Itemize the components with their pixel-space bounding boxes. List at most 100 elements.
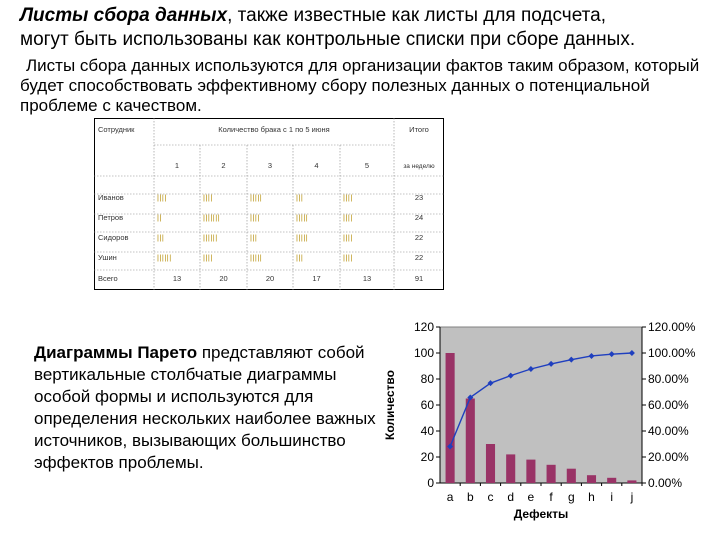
sheet-header-week: за неделю [403,163,434,170]
pareto-chart: 0 20 40 60 80 100 120 0.00% 20.00% 40.00% 60.00% 80… [383,320,696,521]
x-tick-label: e [528,490,535,504]
sheet-column-total: 13 [173,274,181,283]
sheet-tally: ||| [296,253,303,262]
sheet-row-name: Ушин [98,253,117,262]
sheet-row-total: 24 [415,213,423,222]
y2-tick-label: 60.00% [648,398,689,412]
cumulative-point [447,443,454,450]
pareto-term: Диаграммы Парето [34,343,198,362]
sheet-tally: |||| [157,193,167,202]
x-tick-label: f [549,490,553,504]
sheet-tally: ||| [157,233,164,242]
y-axis-title: Количество [383,370,397,440]
sheet-tally: ||| [250,233,257,242]
sheet-day-label: 3 [268,161,272,170]
pareto-paragraph: Диаграммы Парето представляют собой верт… [34,342,379,474]
intro-rest: , также известные как листы для подсчета… [227,5,606,26]
y-tick-label: 60 [421,398,435,412]
sheet-border [94,118,444,290]
y-tick-label: 120 [414,320,434,334]
y2-tick-label: 100.00% [648,346,696,360]
intro-paragraph: Листы сбора данных, также известные как … [20,4,710,52]
cumulative-point [507,372,514,379]
bar [506,454,516,483]
bar [566,468,576,483]
sheet-column-total: 91 [415,274,423,283]
sheet-header-defects: Количество брака с 1 по 5 июня [218,125,329,134]
x-tick-label: d [507,490,514,504]
cumulative-point [608,351,615,358]
y2-tick-label: 20.00% [648,450,689,464]
cumulative-point [467,394,474,401]
sheet-tally: ||||| [250,253,262,262]
bar [546,464,556,483]
sheet-column-total: 17 [312,274,320,283]
sheet-column-total: 13 [363,274,371,283]
x-tick-label: c [488,490,494,504]
sheet-column-total: 20 [266,274,274,283]
sheet-header-employee: Сотрудник [98,125,135,134]
sheet-tally: |||||| [157,253,172,262]
sheet-tally: || [157,213,162,222]
bar [586,475,597,483]
cumulative-point [548,360,555,367]
intro-term: Листы сбора данных [20,5,228,26]
x-tick-label: b [467,490,474,504]
cumulative-point [628,350,635,356]
x-tick-label: j [630,490,634,504]
sheet-row-name: Петров [98,213,123,222]
sheet-row-name: Иванов [98,193,124,202]
bar [445,353,455,483]
sheet-total-label: Всего [98,274,118,283]
sheet-tally: |||| [343,193,353,202]
sheet-day-label: 1 [175,161,179,170]
x-tick-label: i [610,490,613,504]
y-tick-label: 80 [421,372,435,386]
sheet-tally: ||||| [296,233,308,242]
usage-text: Листы сбора данных используются для орга… [20,56,700,115]
bar [627,480,637,483]
cumulative-point [527,365,534,372]
y-tick-label: 0 [427,476,434,490]
y-tick-label: 100 [414,346,434,360]
sheet-tally: |||| [250,213,260,222]
sheet-tally: |||| [343,253,353,262]
x-tick-label: h [588,490,595,504]
sheet-header-total: Итого [409,125,429,134]
x-axis-title: Дефекты [514,507,569,521]
cumulative-point [568,356,575,363]
sheet-row-total: 22 [415,253,423,262]
bar [607,477,617,483]
sheet-tally: ||||| [296,213,308,222]
sheet-tally: |||| [343,233,353,242]
bar [485,444,496,483]
intro-line2: могут быть использованы как контрольные … [20,29,636,50]
cumulative-line [449,352,632,447]
y2-tick-label: 40.00% [648,424,689,438]
usage-paragraph: Листы сбора данных используются для орга… [20,56,710,116]
sheet-tally: |||| [203,193,213,202]
sheet-day-label: 2 [221,161,225,170]
sheet-row-total: 23 [415,193,423,202]
sheet-tally: ||||||| [203,213,220,222]
y-tick-label: 20 [421,450,435,464]
pareto-rest: представляют собой вертикальные столбчат… [34,343,376,472]
sheet-tally: |||||| [203,233,218,242]
sheet-row-total: 22 [415,233,423,242]
x-tick-label: g [568,490,575,504]
y2-tick-label: 120.00% [648,320,696,334]
y2-tick-label: 0.00% [648,476,682,490]
sheet-tally: |||| [203,253,213,262]
sheet-tally: ||| [296,193,303,202]
cumulative-point [588,352,595,359]
sheet-column-total: 20 [219,274,227,283]
sheet-tally: |||| [343,213,353,222]
bar [526,459,536,483]
sheet-day-label: 5 [365,161,369,170]
sheet-day-label: 4 [314,161,318,170]
x-tick-label: a [447,490,454,504]
sheet-row-name: Сидоров [98,233,128,242]
sheet-tally: ||||| [250,193,262,202]
bar [465,398,475,483]
y2-tick-label: 80.00% [648,372,689,386]
